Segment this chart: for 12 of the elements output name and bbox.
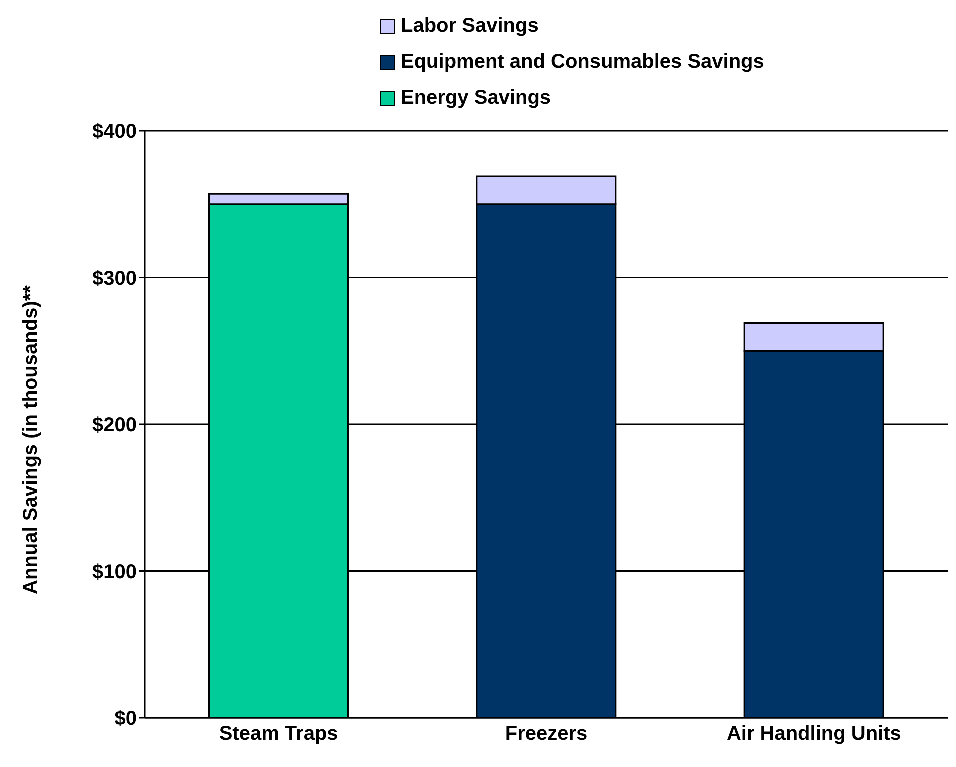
legend-label: Labor Savings (401, 14, 539, 38)
legend-label: Equipment and Consumables Savings (401, 50, 764, 74)
x-tick-label: Steam Traps (219, 723, 338, 746)
x-tick-label: Freezers (505, 723, 588, 746)
y-tick-label: $400 (92, 121, 137, 144)
y-axis-title: Annual Savings (in thousands)** (20, 285, 42, 594)
y-tick-label: $200 (92, 414, 137, 437)
legend-label: Energy Savings (401, 86, 552, 110)
y-tick-label: $100 (92, 561, 137, 584)
y-tick-label: $300 (92, 268, 137, 290)
y-tick-label: $0 (114, 708, 137, 730)
x-tick-label: Air Handling Units (726, 723, 902, 746)
